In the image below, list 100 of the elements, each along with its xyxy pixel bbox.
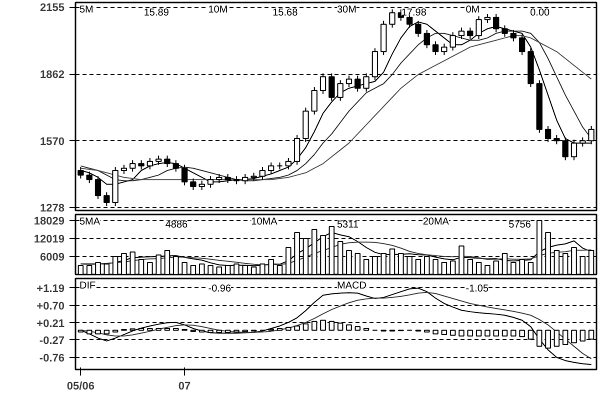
y-tick-label: 18029 bbox=[34, 215, 65, 228]
candlestick bbox=[198, 180, 205, 190]
bar bbox=[302, 323, 309, 331]
candlestick bbox=[354, 75, 361, 92]
bar bbox=[571, 330, 577, 344]
bar bbox=[311, 320, 318, 331]
candlestick bbox=[190, 178, 196, 190]
candlestick bbox=[544, 125, 552, 142]
annotation: 0M bbox=[466, 4, 480, 16]
candlestick bbox=[320, 72, 326, 94]
x-tick-label: 07 bbox=[178, 380, 191, 392]
bar bbox=[337, 322, 344, 331]
bar bbox=[510, 330, 516, 336]
y-tick-label: 1570 bbox=[40, 136, 65, 148]
y-tick-label: 1278 bbox=[40, 202, 65, 215]
annotation: 10MA bbox=[251, 216, 278, 228]
bar bbox=[476, 330, 482, 336]
bar bbox=[294, 325, 300, 331]
y-tick-label: 12019 bbox=[34, 233, 65, 246]
candlestick bbox=[120, 164, 128, 174]
candlestick bbox=[311, 86, 318, 115]
bar bbox=[346, 324, 352, 331]
candlestick bbox=[580, 136, 586, 147]
bar bbox=[328, 320, 335, 331]
bar bbox=[458, 330, 464, 336]
annotation: 10M bbox=[208, 4, 228, 16]
annotation: 5756 bbox=[508, 220, 532, 230]
candlestick bbox=[458, 27, 465, 40]
line-series bbox=[80, 242, 592, 266]
candlestick bbox=[294, 134, 300, 166]
candlestick bbox=[285, 157, 292, 170]
bar bbox=[320, 320, 326, 331]
candlestick bbox=[337, 80, 344, 102]
candlestick bbox=[510, 29, 517, 42]
candlestick bbox=[130, 160, 136, 172]
bar bbox=[519, 330, 525, 338]
annotation: 0.00 bbox=[530, 8, 550, 18]
bar bbox=[450, 330, 456, 336]
bar bbox=[528, 330, 534, 340]
candlestick bbox=[268, 162, 274, 174]
candlestick bbox=[441, 43, 448, 56]
bar bbox=[484, 330, 490, 336]
y-tick-label: 2155 bbox=[40, 2, 65, 14]
annotation: 20MA bbox=[422, 216, 450, 228]
annotation: -1.05 bbox=[466, 284, 489, 294]
y-tick-label: -0.27 bbox=[39, 334, 65, 347]
annotation: 17.98 bbox=[401, 8, 427, 18]
bar bbox=[224, 330, 231, 333]
bar bbox=[467, 330, 474, 336]
y-tick-label: 1862 bbox=[40, 69, 65, 82]
candlestick bbox=[554, 134, 560, 145]
annotation: 5MA bbox=[80, 216, 100, 228]
candlestick bbox=[562, 136, 568, 161]
y-tick-label: +0.21 bbox=[36, 318, 65, 330]
candlestick bbox=[138, 160, 144, 170]
candlestick bbox=[450, 32, 456, 51]
candlestick bbox=[424, 29, 430, 49]
bar bbox=[562, 330, 568, 346]
bar bbox=[354, 326, 361, 331]
bar bbox=[536, 330, 542, 347]
bar bbox=[104, 330, 110, 334]
candlestick bbox=[363, 72, 370, 92]
bar bbox=[545, 330, 551, 349]
bar bbox=[580, 330, 586, 342]
candlestick bbox=[346, 75, 352, 88]
y-tick-label: -0.76 bbox=[39, 352, 65, 364]
candlestick bbox=[155, 155, 162, 166]
y-tick-label: +0.70 bbox=[36, 300, 65, 312]
candlestick bbox=[467, 27, 474, 40]
annotation: 15.89 bbox=[144, 8, 170, 18]
bar bbox=[432, 330, 438, 334]
bar bbox=[441, 330, 448, 336]
annotation: 5311 bbox=[337, 220, 359, 230]
candlestick bbox=[502, 24, 508, 38]
candlestick bbox=[518, 34, 526, 56]
candlestick bbox=[259, 166, 266, 180]
annotation: 4886 bbox=[165, 220, 188, 230]
candlestick bbox=[570, 139, 578, 161]
bar bbox=[502, 330, 508, 336]
bar bbox=[286, 326, 292, 331]
bar bbox=[493, 330, 499, 336]
candlestick bbox=[146, 157, 154, 170]
y-tick-label: +1.19 bbox=[36, 282, 65, 295]
y-tick-label: 6009 bbox=[40, 251, 65, 264]
candlestick bbox=[432, 40, 439, 56]
bar bbox=[216, 330, 222, 333]
x-tick-label: 05/06 bbox=[66, 380, 94, 392]
bar bbox=[554, 330, 560, 347]
bar bbox=[208, 330, 214, 333]
annotation: MACD bbox=[337, 280, 366, 292]
candlestick bbox=[328, 72, 335, 102]
bar bbox=[86, 330, 92, 334]
candlestick bbox=[172, 160, 179, 172]
candlestick bbox=[484, 13, 491, 24]
annotation: 5M bbox=[80, 4, 94, 16]
annotation: -0.96 bbox=[208, 284, 232, 294]
annotation: 30M bbox=[337, 4, 356, 16]
annotation: DIF bbox=[80, 280, 96, 292]
candlestick bbox=[164, 155, 170, 168]
annotation: 15.68 bbox=[272, 8, 298, 18]
